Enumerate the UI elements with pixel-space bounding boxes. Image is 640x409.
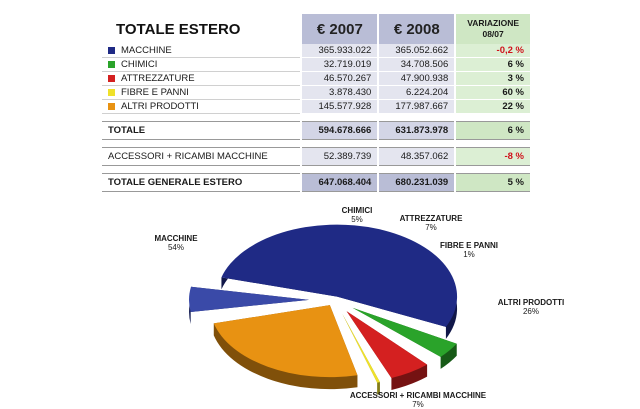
export-table-grid: TOTALE ESTERO € 2007 € 2008 VARIAZIONE 0…	[100, 14, 532, 192]
cell-2007: 3.878.430	[302, 86, 378, 100]
column-header-2008: € 2008	[379, 14, 455, 44]
column-header-2007: € 2007	[302, 14, 378, 44]
pie-label: MACCHINE	[154, 234, 198, 243]
cell-2008: 6.224.204	[379, 86, 455, 100]
legend-swatch	[108, 103, 115, 110]
accessori-row-label: ACCESSORI + RICAMBI MACCHINE	[102, 147, 301, 166]
legend-swatch	[108, 47, 115, 54]
table-row: MACCHINE 365.933.022 365.052.662 -0,2 %	[102, 44, 530, 58]
cell-2008: 47.900.938	[379, 72, 455, 86]
row-label-text: ALTRI PRODOTTI	[121, 101, 199, 112]
column-header-variation: VARIAZIONE 08/07	[456, 14, 530, 44]
cell-variation: 22 %	[456, 100, 530, 114]
legend-swatch	[108, 75, 115, 82]
row-label: FIBRE E PANNI	[102, 86, 301, 100]
pie-label: CHIMICI	[342, 206, 373, 215]
accessori-row-2008: 48.357.062	[379, 147, 455, 166]
grand-total-row-2007: 647.068.404	[302, 173, 378, 192]
pie-value-label: 26%	[523, 307, 539, 316]
grand-total-row-2008: 680.231.039	[379, 173, 455, 192]
pie-slice-top	[213, 305, 358, 378]
cell-2007: 46.570.267	[302, 72, 378, 86]
grand-total-row: TOTALE GENERALE ESTERO 647.068.404 680.231…	[102, 173, 530, 192]
pie-slice-altri-prodotti	[213, 305, 358, 390]
pie-slices	[189, 224, 458, 395]
pie-label: ALTRI PRODOTTI	[498, 298, 565, 307]
legend-swatch	[108, 89, 115, 96]
total-row-variation: 6 %	[456, 121, 530, 140]
pie-value-label: 5%	[351, 215, 363, 224]
table-title: TOTALE ESTERO	[116, 20, 241, 38]
pie-value-label: 1%	[463, 250, 475, 259]
pie-label: ATTREZZATURE	[400, 214, 463, 223]
total-row: TOTALE 594.678.666 631.873.978 6 %	[102, 121, 530, 140]
row-label-text: MACCHINE	[121, 45, 172, 56]
pie-slice-accessori-ricambi-macchine	[189, 286, 310, 325]
cell-variation: 3 %	[456, 72, 530, 86]
row-label: CHIMICI	[102, 58, 301, 72]
table-row: CHIMICI 32.719.019 34.708.506 6 %	[102, 58, 530, 72]
variation-header-line1: VARIAZIONE	[467, 18, 520, 28]
table-row: ALTRI PRODOTTI 145.577.928 177.987.667 22 %	[102, 100, 530, 114]
cell-2008: 34.708.506	[379, 58, 455, 72]
accessori-row-2007: 52.389.739	[302, 147, 378, 166]
pie-label: FIBRE E PANNI	[440, 241, 498, 250]
row-label: ATTREZZATURE	[102, 72, 301, 86]
cell-variation: -0,2 %	[456, 44, 530, 58]
cell-2007: 145.577.928	[302, 100, 378, 114]
pie-slice-top	[342, 313, 380, 383]
row-label: ALTRI PRODOTTI	[102, 100, 301, 114]
table-header-row: TOTALE ESTERO € 2007 € 2008 VARIAZIONE 0…	[102, 14, 530, 44]
cell-variation: 60 %	[456, 86, 530, 100]
pie-slice-chimici	[352, 307, 457, 369]
cell-2007: 32.719.019	[302, 58, 378, 72]
cell-2008: 365.052.662	[379, 44, 455, 58]
variation-header-line2: 08/07	[482, 29, 504, 39]
pie-slice-macchine	[221, 224, 458, 339]
row-label: MACCHINE	[102, 44, 301, 58]
cell-2007: 365.933.022	[302, 44, 378, 58]
pie-value-label: 7%	[425, 223, 437, 232]
pie-value-label: 7%	[412, 400, 424, 409]
total-row-label: TOTALE	[102, 121, 301, 140]
grand-total-row-variation: 5 %	[456, 173, 530, 192]
row-label-text: FIBRE E PANNI	[121, 87, 189, 98]
pie-slice-top	[221, 224, 458, 327]
pie-slice-top	[189, 286, 310, 313]
pie-slice-top	[352, 307, 457, 357]
accessori-row-variation: -8 %	[456, 147, 530, 166]
pie-value-label: 54%	[168, 243, 184, 252]
export-table: TOTALE ESTERO € 2007 € 2008 VARIAZIONE 0…	[100, 14, 532, 192]
table-row: FIBRE E PANNI 3.878.430 6.224.204 60 %	[102, 86, 530, 100]
pie-label: ACCESSORI + RICAMBI MACCHINE	[350, 391, 487, 400]
cell-variation: 6 %	[456, 58, 530, 72]
table-row: ATTREZZATURE 46.570.267 47.900.938 3 %	[102, 72, 530, 86]
accessori-row: ACCESSORI + RICAMBI MACCHINE 52.389.739 48…	[102, 147, 530, 166]
legend-swatch	[108, 61, 115, 68]
total-row-2008: 631.873.978	[379, 121, 455, 140]
cell-2008: 177.987.667	[379, 100, 455, 114]
row-label-text: ATTREZZATURE	[121, 73, 195, 84]
row-label-text: CHIMICI	[121, 59, 158, 70]
total-row-2007: 594.678.666	[302, 121, 378, 140]
pie-slice-attrezzature	[346, 311, 428, 390]
pie-slice-top	[346, 311, 428, 378]
grand-total-row-label: TOTALE GENERALE ESTERO	[102, 173, 301, 192]
pie-slice-fibre-e-panni	[342, 313, 380, 395]
